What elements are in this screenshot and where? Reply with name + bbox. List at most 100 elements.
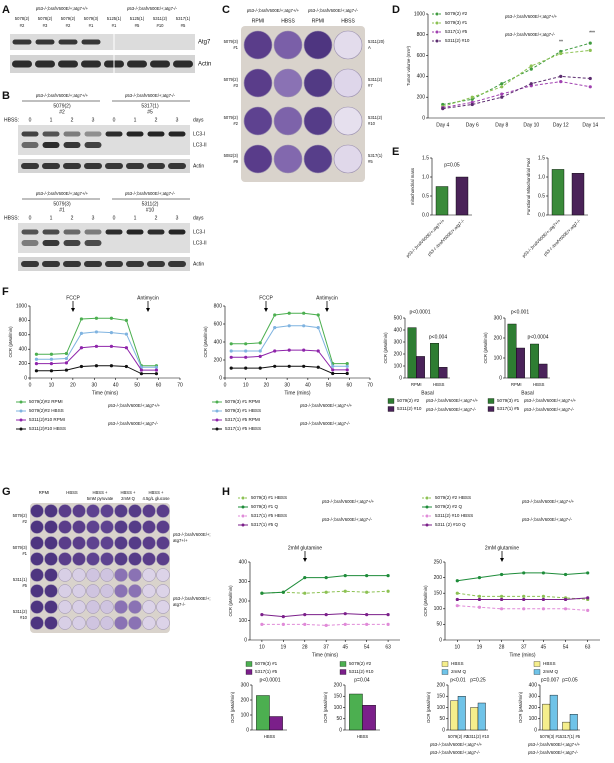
series-line [442, 75, 591, 110]
point [586, 571, 590, 575]
y-tick-label: 150 [334, 694, 343, 700]
series-line [442, 49, 591, 108]
point [499, 607, 504, 611]
point [331, 364, 335, 368]
annotation: p53-/-;brafV600E/+;atg7+/+ [322, 499, 375, 504]
legend-label: 5317(1) #5 HBSS [225, 426, 261, 431]
x-tick-label: 60 [347, 382, 353, 388]
panel-label: F [2, 286, 9, 298]
legend-label: 5311(2) #10 HBSS [435, 513, 473, 518]
point [477, 597, 482, 602]
point [541, 571, 546, 575]
point [49, 357, 54, 361]
well [156, 552, 170, 566]
well [44, 616, 58, 630]
point [281, 615, 285, 619]
point [324, 576, 328, 580]
blot-band [21, 261, 39, 267]
legend-swatch [215, 427, 219, 431]
x-axis-label: Time (mins) [284, 390, 311, 396]
point [522, 597, 526, 602]
blot [18, 257, 190, 271]
y-tick-label: 800 [214, 303, 223, 309]
blot-band [63, 229, 81, 235]
well [156, 584, 170, 598]
point [64, 368, 69, 372]
y-tick-label: 300 [494, 315, 503, 321]
x-tick-label: 70 [367, 382, 373, 388]
well [142, 504, 156, 518]
annotation: p53-/-;brafV600E/+;atg7-/- [108, 421, 159, 426]
x-tick-label: 63 [385, 644, 391, 650]
x-tick-label: 5311(2) #10 [467, 734, 490, 739]
y-tick-label: 1.5 [538, 155, 545, 161]
y-tick-label: 300 [394, 339, 403, 345]
day-label: 1 [134, 117, 137, 123]
x-tick-label: 28 [499, 644, 505, 650]
well [156, 616, 170, 630]
point [586, 608, 590, 612]
point [316, 313, 320, 317]
y-axis-label: OCR (pMol/min) [8, 326, 13, 358]
day-label: 2 [155, 117, 158, 123]
blot [10, 34, 195, 50]
y-tick-label: 250 [434, 559, 443, 565]
x-tick-label: RPMI [411, 382, 421, 387]
x-tick-label: 54 [563, 644, 569, 650]
point [273, 364, 277, 368]
blot-band [58, 60, 78, 68]
y-tick-label: 0.5 [422, 193, 429, 199]
legend-swatch [435, 21, 439, 25]
annotation: Antimycin [316, 295, 338, 301]
hbss-label: HBSS: [4, 117, 19, 123]
well [333, 30, 363, 60]
point [455, 579, 459, 583]
annotation: 2mM glutamine [485, 545, 519, 551]
well [100, 520, 114, 534]
column-label: RPMI [312, 18, 325, 24]
panel-label: C [222, 4, 230, 16]
day-label: 3 [92, 215, 95, 221]
point [343, 574, 347, 578]
point [49, 352, 54, 356]
point [79, 346, 84, 350]
blot-band [63, 163, 81, 169]
point [64, 351, 69, 356]
legend-swatch [19, 400, 23, 404]
point [343, 612, 347, 616]
y-tick-label: 100 [239, 618, 248, 624]
point [258, 354, 262, 358]
annotation: p53-/-;brafV600E/+;atg7+/+ [524, 398, 577, 403]
bar [435, 186, 449, 216]
x-tick-label: 70 [177, 382, 183, 388]
well [58, 568, 72, 582]
point [522, 607, 526, 611]
lane-label: #5 [181, 23, 186, 28]
y-tick-label: 400 [394, 327, 403, 333]
clone-label: 5079(2) [53, 103, 71, 109]
well [273, 106, 303, 136]
day-label: 3 [176, 117, 179, 123]
point [287, 364, 291, 368]
point [229, 349, 233, 353]
well [72, 520, 86, 534]
y-axis-label: OCR (pMol/min) [483, 332, 488, 364]
row-label: #1 [233, 45, 238, 50]
point [49, 362, 54, 366]
well [333, 68, 363, 98]
point [365, 574, 369, 578]
x-tick-label: 0 [224, 382, 227, 388]
hbss-label: HBSS: [4, 215, 19, 221]
y-tick-label: 0 [244, 637, 247, 643]
blot-band [84, 131, 102, 137]
legend-swatch [19, 409, 23, 413]
annotation: p<0.001 [511, 309, 529, 315]
point [588, 76, 592, 81]
legend-label: 2mM Q [451, 669, 466, 674]
point [345, 364, 349, 368]
point [345, 368, 349, 372]
arrow-head [325, 308, 329, 312]
well [142, 600, 156, 614]
legend-label: 5311 (2) #10 Q [435, 522, 466, 527]
point [244, 366, 248, 370]
